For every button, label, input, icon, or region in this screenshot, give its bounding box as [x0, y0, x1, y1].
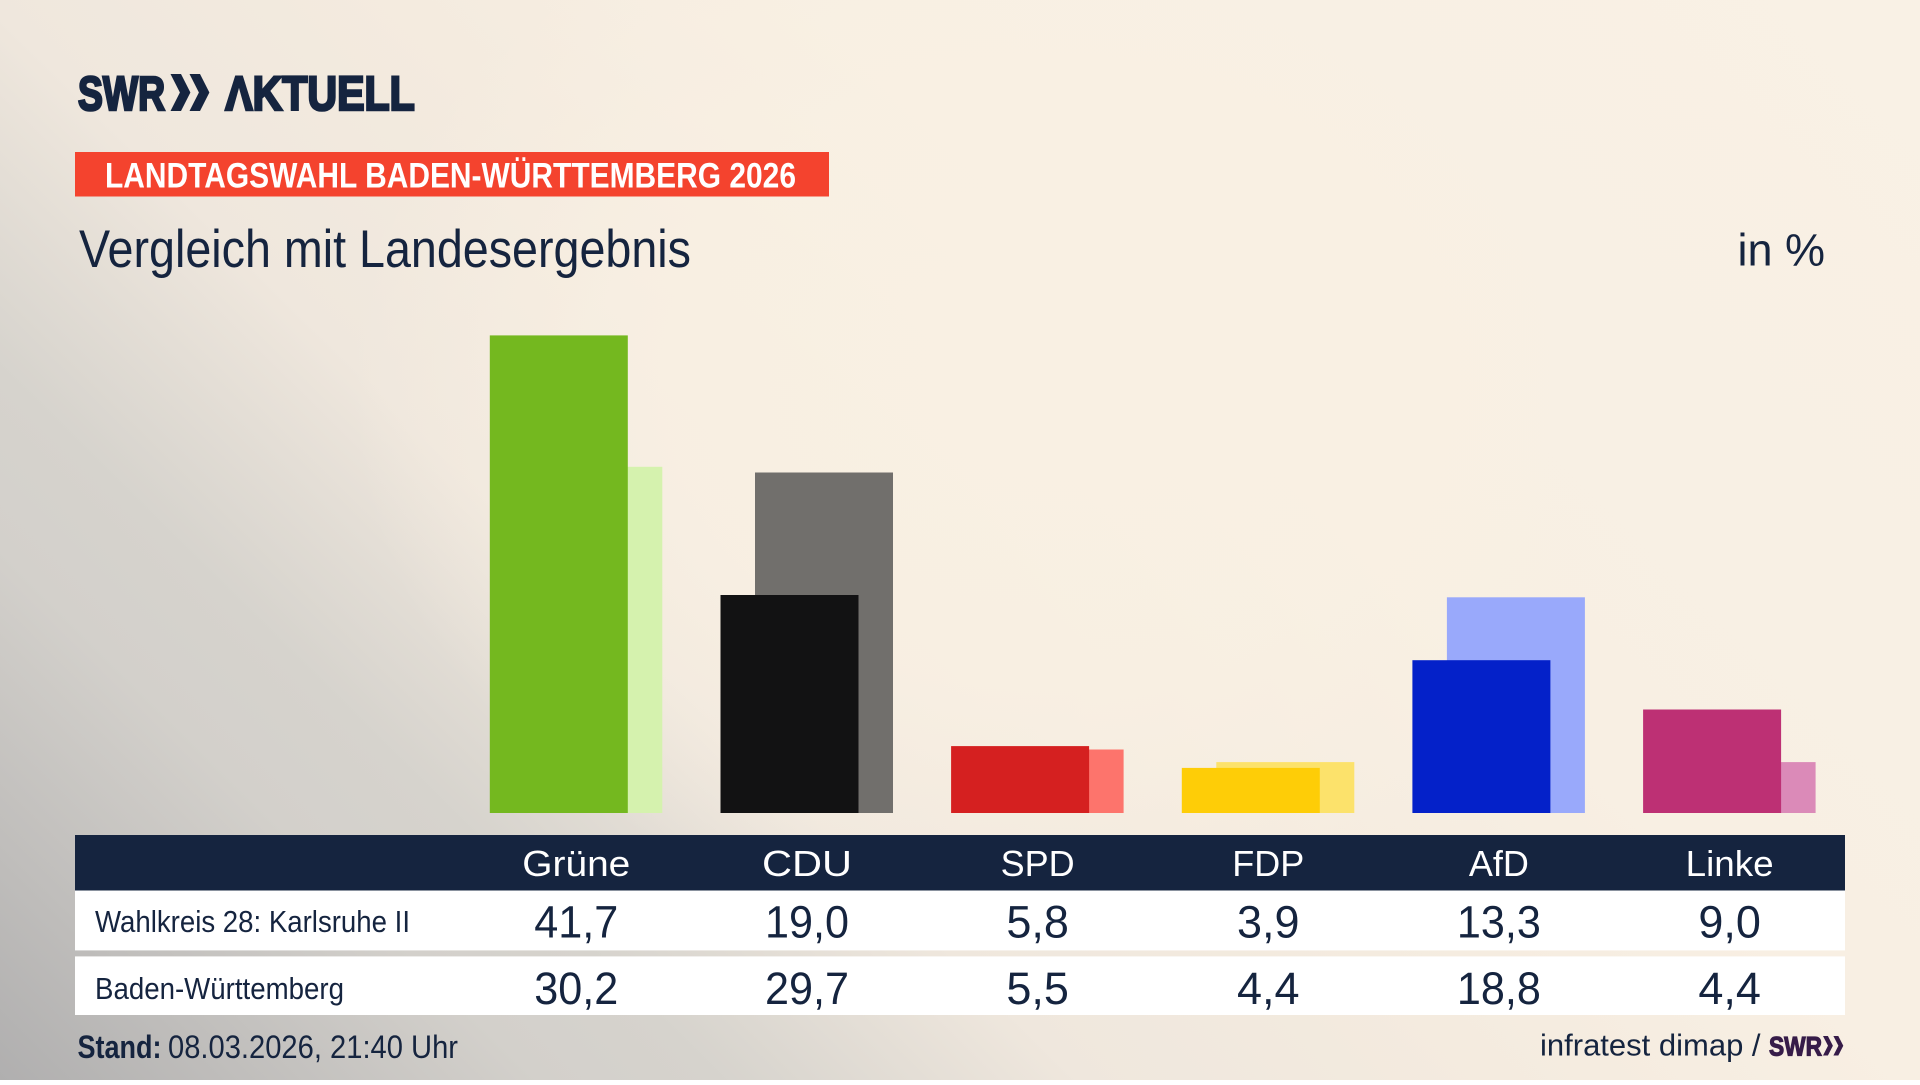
svg-text:3,9: 3,9 — [1237, 896, 1300, 947]
svg-text:Linke: Linke — [1686, 843, 1774, 884]
svg-text:30,2: 30,2 — [534, 963, 618, 1014]
svg-text:19,0: 19,0 — [765, 896, 849, 947]
svg-text:CDU: CDU — [762, 843, 852, 884]
svg-text:Stand:: Stand: — [78, 1029, 162, 1065]
svg-text:Vergleich mit Landesergebnis: Vergleich mit Landesergebnis — [79, 220, 691, 279]
svg-text:18,8: 18,8 — [1457, 963, 1541, 1014]
svg-text:FDP: FDP — [1232, 843, 1304, 884]
svg-text:41,7: 41,7 — [534, 896, 618, 947]
svg-text:infratest dimap /: infratest dimap / — [1540, 1028, 1761, 1063]
svg-text:Grüne: Grüne — [522, 843, 630, 884]
svg-text:SWR: SWR — [1769, 1032, 1822, 1062]
svg-text:SWR: SWR — [78, 68, 165, 121]
svg-text:5,5: 5,5 — [1006, 963, 1069, 1014]
svg-text:Baden-Württemberg: Baden-Württemberg — [95, 971, 344, 1006]
svg-text:5,8: 5,8 — [1006, 896, 1069, 947]
svg-text:13,3: 13,3 — [1457, 896, 1541, 947]
svg-text:ΛKTUELL: ΛKTUELL — [225, 68, 415, 121]
svg-text:4,4: 4,4 — [1698, 963, 1761, 1014]
svg-text:08.03.2026, 21:40 Uhr: 08.03.2026, 21:40 Uhr — [168, 1029, 458, 1065]
svg-text:29,7: 29,7 — [765, 963, 849, 1014]
svg-text:AfD: AfD — [1469, 843, 1529, 884]
svg-text:LANDTAGSWAHL BADEN-WÜRTTEMBERG: LANDTAGSWAHL BADEN-WÜRTTEMBERG 2026 — [105, 157, 796, 196]
svg-text:4,4: 4,4 — [1237, 963, 1300, 1014]
svg-text:9,0: 9,0 — [1698, 896, 1761, 947]
svg-text:SPD: SPD — [1001, 843, 1075, 884]
svg-text:Wahlkreis 28: Karlsruhe II: Wahlkreis 28: Karlsruhe II — [95, 904, 410, 939]
svg-text:in %: in % — [1737, 225, 1825, 276]
